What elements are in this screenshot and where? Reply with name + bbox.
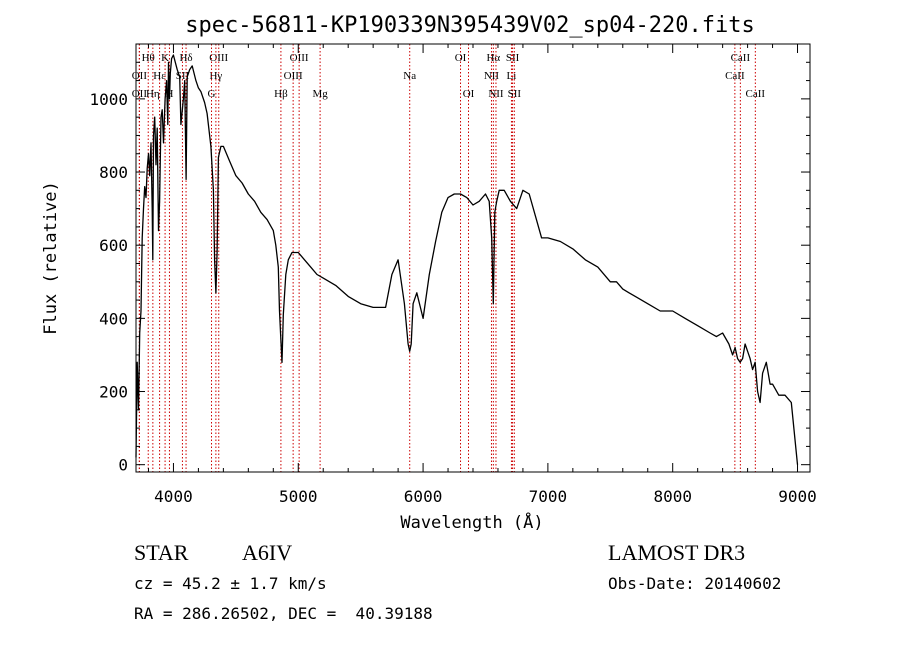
line-marker-label: OIII bbox=[290, 52, 309, 64]
survey-name: LAMOST DR3 bbox=[608, 540, 746, 565]
line-marker-label: Mg bbox=[312, 88, 328, 100]
object-subclass: A6IV bbox=[242, 540, 293, 565]
y-tick-label: 200 bbox=[99, 383, 128, 402]
y-tick-label: 800 bbox=[99, 163, 128, 182]
line-marker-label: Na bbox=[403, 70, 416, 82]
y-axis: 0 200 400 600 800 1000 bbox=[89, 61, 810, 475]
line-marker-label: CaII bbox=[725, 70, 745, 82]
redshift-cz: cz = 45.2 ± 1.7 km/s bbox=[134, 574, 327, 593]
line-marker-label: OII bbox=[132, 88, 148, 100]
y-tick-label: 600 bbox=[99, 236, 128, 255]
line-marker-label: NII bbox=[484, 70, 500, 82]
x-tick-label: 5000 bbox=[279, 487, 318, 506]
obs-date: Obs-Date: 20140602 bbox=[608, 574, 782, 593]
y-tick-label: 400 bbox=[99, 309, 128, 328]
ra-dec: RA = 286.26502, DEC = 40.39188 bbox=[134, 604, 433, 623]
line-marker-label: OI bbox=[463, 88, 475, 100]
x-tick-label: 7000 bbox=[529, 487, 568, 506]
x-axis: 4000 5000 6000 7000 8000 9000 bbox=[147, 44, 817, 506]
line-marker-label: Hθ bbox=[142, 52, 155, 64]
y-tick-label: 0 bbox=[118, 456, 128, 475]
line-marker-label: OIII bbox=[209, 52, 228, 64]
line-marker-label: SII bbox=[508, 88, 522, 100]
line-marker-label: K bbox=[161, 52, 169, 64]
line-marker-label: CaII bbox=[731, 52, 751, 64]
line-marker-label: Li bbox=[507, 70, 517, 82]
line-marker-label: Hη bbox=[146, 88, 160, 100]
chart-title: spec-56811-KP190339N395439V02_sp04-220.f… bbox=[185, 13, 755, 38]
plot-frame bbox=[135, 43, 811, 473]
line-marker-label: Hα bbox=[486, 52, 500, 64]
x-tick-label: 6000 bbox=[404, 487, 443, 506]
x-tick-label: 4000 bbox=[154, 487, 193, 506]
line-marker-label: Hβ bbox=[274, 88, 288, 100]
spectrum-line bbox=[135, 54, 799, 465]
line-marker-label: SII bbox=[506, 52, 520, 64]
line-marker-label: Hγ bbox=[209, 70, 222, 82]
x-axis-label: Wavelength (Å) bbox=[400, 511, 543, 533]
y-tick-label: 1000 bbox=[89, 90, 128, 109]
spectrum-series bbox=[135, 54, 799, 465]
line-marker-label: Hδ bbox=[179, 52, 192, 64]
x-tick-label: 9000 bbox=[778, 487, 817, 506]
x-tick-label: 8000 bbox=[653, 487, 692, 506]
y-axis-label: Flux (relative) bbox=[41, 181, 61, 335]
line-marker-label: CaII bbox=[746, 88, 766, 100]
line-marker-label: Hε bbox=[153, 70, 166, 82]
line-marker-label: OIII bbox=[284, 70, 303, 82]
object-type: STAR bbox=[134, 540, 189, 565]
line-marker-label: OI bbox=[455, 52, 467, 64]
line-marker-label: G bbox=[208, 88, 216, 100]
line-marker-label: NII bbox=[488, 88, 504, 100]
